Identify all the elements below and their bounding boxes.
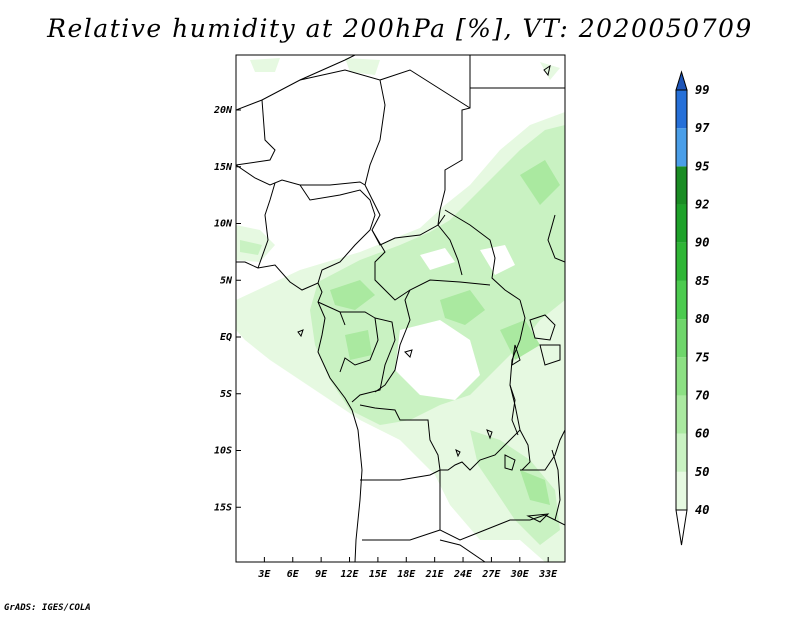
lat-tick-label: 15S bbox=[214, 502, 232, 513]
colorbar-band bbox=[676, 242, 687, 281]
colorbar-band bbox=[676, 395, 687, 434]
latitude-axis: 20N 15N 10N 5N EQ 5S 10S 15S bbox=[213, 105, 241, 513]
lon-tick-label: 18E bbox=[397, 569, 416, 580]
lon-tick-label: 27E bbox=[481, 569, 501, 580]
colorbar-band bbox=[676, 128, 687, 167]
lon-tick-label: 6E bbox=[287, 569, 300, 580]
lat-tick-label: 10N bbox=[214, 219, 233, 230]
humidity-shading bbox=[236, 58, 565, 562]
colorbar-level-label: 40 bbox=[695, 503, 709, 517]
longitude-axis: 3E 6E 9E 12E 15E 18E 21E 24E 27E 30E 33E bbox=[257, 557, 558, 580]
lat-tick-label: 5S bbox=[220, 389, 232, 400]
lat-tick-label: 5N bbox=[220, 275, 233, 286]
colorbar-level-label: 85 bbox=[695, 274, 709, 288]
colorbar-upper-triangle bbox=[675, 70, 688, 91]
colorbar-level-label: 70 bbox=[695, 388, 709, 402]
colorbar-band bbox=[676, 433, 687, 472]
colorbar-level-label: 97 bbox=[695, 121, 710, 135]
lat-tick-label: EQ bbox=[220, 332, 232, 343]
country-boundaries bbox=[236, 55, 565, 562]
colorbar-band bbox=[676, 166, 687, 205]
colorbar-level-label: 92 bbox=[695, 198, 709, 212]
lon-tick-label: 3E bbox=[257, 569, 271, 580]
colorbar-band bbox=[676, 319, 687, 358]
colorbar-band bbox=[676, 204, 687, 243]
colorbar-level-label: 95 bbox=[695, 159, 709, 173]
colorbar: 40 50 60 70 75 80 85 90 92 95 97 99 bbox=[675, 70, 710, 546]
colorbar-level-label: 75 bbox=[695, 350, 709, 364]
lon-tick-label: 9E bbox=[315, 569, 328, 580]
lon-tick-label: 24E bbox=[453, 569, 473, 580]
colorbar-band bbox=[676, 280, 687, 320]
lat-tick-label: 10S bbox=[214, 446, 232, 457]
lon-tick-label: 33E bbox=[538, 569, 558, 580]
colorbar-lower-triangle bbox=[675, 509, 688, 546]
colorbar-band bbox=[676, 90, 687, 129]
lon-tick-label: 30E bbox=[510, 569, 530, 580]
lon-tick-label: 21E bbox=[425, 569, 445, 580]
colorbar-band bbox=[676, 471, 687, 510]
colorbar-outline bbox=[675, 89, 688, 511]
credit-text: GrADS: IGES/COLA bbox=[4, 603, 91, 613]
map-title: Relative humidity at 200hPa [%], VT: 202… bbox=[47, 14, 753, 43]
colorbar-level-label: 90 bbox=[695, 236, 709, 250]
colorbar-level-label: 50 bbox=[695, 465, 709, 479]
colorbar-band bbox=[676, 357, 687, 396]
colorbar-level-label: 60 bbox=[695, 427, 709, 441]
lat-tick-label: 20N bbox=[213, 105, 233, 116]
lat-tick-label: 15N bbox=[214, 162, 233, 173]
lon-tick-label: 12E bbox=[340, 569, 359, 580]
lon-tick-label: 15E bbox=[369, 569, 388, 580]
colorbar-level-label: 80 bbox=[695, 312, 709, 326]
colorbar-level-label: 99 bbox=[695, 83, 709, 97]
map-frame bbox=[235, 54, 566, 563]
